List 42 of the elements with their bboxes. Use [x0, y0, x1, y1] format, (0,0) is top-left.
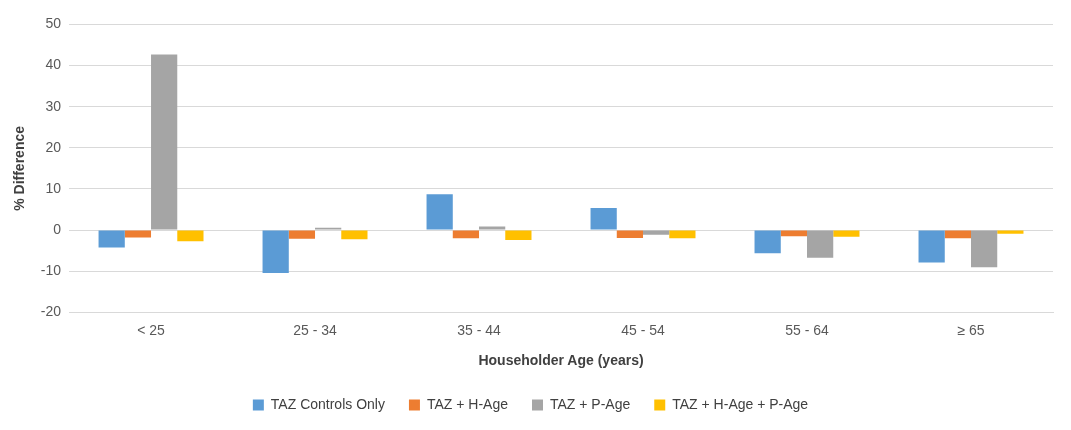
bar — [754, 230, 781, 254]
y-tick-label: 20 — [45, 138, 62, 155]
bar — [971, 230, 998, 268]
legend-label: TAZ Controls Only — [270, 395, 385, 412]
y-axis-title: % Difference — [11, 125, 28, 211]
legend-label: TAZ + H-Age — [426, 395, 509, 412]
y-tick-label: -10 — [40, 262, 62, 279]
bar — [262, 230, 289, 273]
bar — [590, 207, 617, 230]
bar — [505, 230, 532, 240]
bar — [616, 230, 644, 238]
y-tick-label: -20 — [40, 303, 62, 320]
bar — [944, 230, 971, 239]
bar — [151, 54, 178, 230]
bar — [98, 230, 125, 248]
bar — [833, 230, 860, 237]
y-tick-label: 30 — [45, 97, 62, 114]
bar — [997, 230, 1024, 234]
bar — [124, 230, 152, 238]
x-axis-title: Householder Age (years) — [478, 352, 644, 369]
y-tick-label: 10 — [45, 179, 62, 196]
legend-label: TAZ + P-Age — [549, 395, 631, 412]
x-tick-label: 45 - 54 — [621, 321, 666, 338]
y-tick-label: 50 — [45, 15, 62, 32]
bar — [288, 230, 316, 239]
bar — [918, 230, 945, 263]
y-tick-label: 0 — [53, 220, 62, 237]
legend-label: TAZ + H-Age + P-Age — [672, 395, 809, 412]
y-tick-label: 40 — [45, 56, 62, 73]
bar — [479, 226, 506, 230]
bar — [341, 230, 368, 240]
bar — [452, 230, 480, 239]
bar — [669, 230, 696, 239]
bar — [807, 230, 834, 258]
bar — [643, 230, 670, 235]
bar — [426, 194, 453, 230]
x-tick-label: ≥ 65 — [957, 321, 985, 338]
x-tick-label: < 25 — [137, 321, 166, 338]
x-tick-label: 55 - 64 — [785, 321, 830, 338]
x-tick-label: 35 - 44 — [457, 321, 502, 338]
bar — [177, 230, 204, 242]
x-tick-label: 25 - 34 — [293, 321, 338, 338]
